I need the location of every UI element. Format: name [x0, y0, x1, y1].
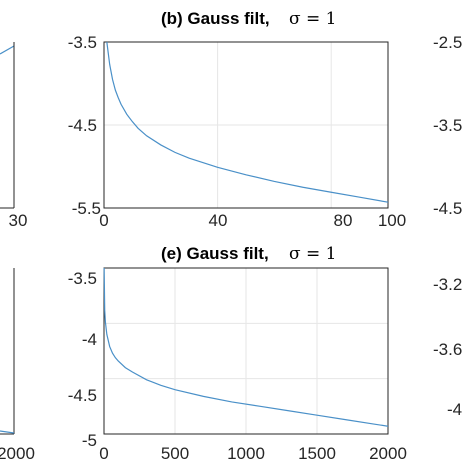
left-partial-panels: 30 2000 [0, 42, 35, 463]
panel-b-xtick-label: 80 [334, 211, 353, 230]
right-top-ytick-label: -4.5 [433, 199, 462, 218]
panel-b-grid [104, 42, 388, 208]
panel-e-xtick-label: 500 [161, 444, 189, 463]
panel-e-title-sigma: σ = 1 [289, 244, 336, 264]
panel-e-xtick-label: 1500 [298, 444, 336, 463]
panel-e-ytick-label: -4.5 [68, 386, 97, 405]
panel-b-ytick-label: -4.5 [68, 116, 97, 135]
left-top-xtick-label: 30 [9, 211, 28, 230]
panel-e-xtick-label: 1000 [227, 444, 265, 463]
panel-e-ytick-label: -4 [82, 330, 97, 349]
panel-b-axes-box [103, 41, 389, 209]
panel-b-ytick-label: -3.5 [68, 33, 97, 52]
right-top-ytick-label: -3.5 [433, 116, 462, 135]
panel-b-xtick-label: 40 [209, 211, 228, 230]
left-bottom-xtick-label: 2000 [0, 444, 35, 463]
right-partial-panels: -2.5 -3.5 -4.5 -3.2 -3.6 -4 [433, 33, 462, 419]
panel-e-xtick-label: 2000 [369, 444, 407, 463]
right-bottom-ytick-label: -3.2 [433, 275, 462, 294]
panel-b-title: (b) Gauss filt, [161, 9, 270, 28]
panel-b-title-sigma: σ = 1 [289, 9, 336, 29]
panel-b: (b) Gauss filt, σ = 1 -3.5 -4.5 -5.5 0 4… [68, 9, 406, 230]
right-bottom-ytick-label: -4 [447, 400, 462, 419]
panel-e-xtick-label: 0 [99, 444, 108, 463]
panel-e-series-line [103, 267, 389, 427]
panel-e-grid [104, 268, 388, 434]
panel-b-xtick-label: 0 [99, 211, 108, 230]
panel-b-ytick-label: -5.5 [72, 199, 101, 218]
left-bottom-series-fragment [0, 430, 15, 434]
panel-e: (e) Gauss filt, σ = 1 -3.5 -4 -4.5 -5 0 … [68, 244, 407, 463]
panel-e-axes-box [103, 267, 389, 435]
right-top-ytick-label: -2.5 [433, 33, 462, 52]
panel-b-xtick-label: 100 [378, 211, 406, 230]
panel-e-ytick-label: -3.5 [68, 269, 97, 288]
left-top-series-fragment [0, 45, 15, 55]
panel-b-series-line [106, 41, 389, 203]
right-bottom-ytick-label: -3.6 [433, 340, 462, 359]
panel-e-title: (e) Gauss filt, [161, 244, 269, 263]
panel-e-ytick-label: -5 [82, 431, 97, 450]
